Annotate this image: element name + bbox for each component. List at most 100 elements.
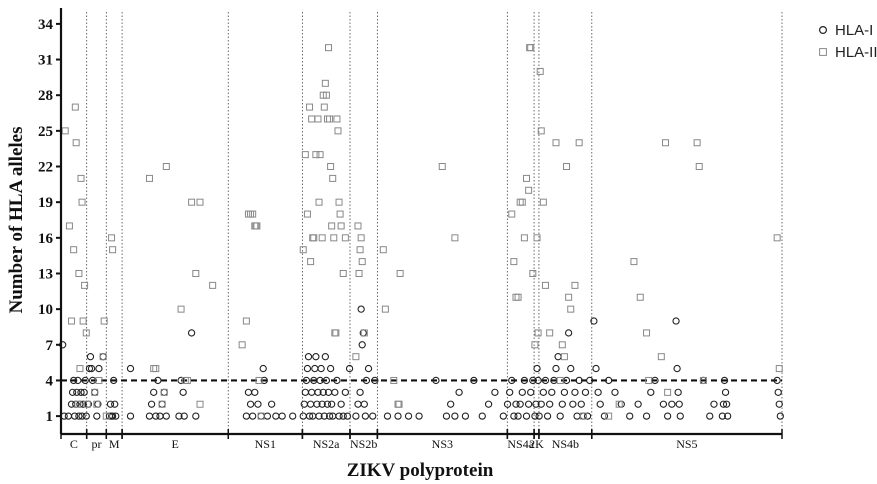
hla-i-point <box>537 400 545 408</box>
hla-i-point <box>571 388 579 396</box>
hla-i-point <box>720 376 729 385</box>
hla-ii-point <box>357 234 365 242</box>
hla-ii-point <box>109 246 117 254</box>
hla-ii-point <box>395 400 403 408</box>
hla-i-point <box>706 412 714 420</box>
hla-i-point <box>242 412 251 420</box>
hla-ii-point <box>352 353 360 361</box>
hla-i-point <box>126 412 135 420</box>
hla-i-point <box>518 388 526 396</box>
hla-i-point <box>175 412 183 420</box>
hla-ii-point <box>695 163 703 171</box>
hla-i-point <box>152 412 160 420</box>
hla-i-point <box>647 388 655 396</box>
hla-ii-point <box>605 412 613 420</box>
data-points <box>59 44 784 420</box>
hla-i-point <box>299 412 307 420</box>
hla-i-point <box>491 388 499 396</box>
y-tick-label: 22 <box>38 160 53 176</box>
hla-ii-point <box>301 151 309 159</box>
hla-i-point <box>383 412 392 420</box>
hla-i-point <box>773 376 781 385</box>
hla-i-point <box>80 388 88 396</box>
legend-marker-hla-ii <box>819 48 827 56</box>
hla-ii-point <box>381 305 389 313</box>
hla-ii-point <box>91 388 99 396</box>
hla-ii-point <box>327 163 335 171</box>
hla-i-point <box>541 376 550 385</box>
hla-ii-point <box>76 365 84 373</box>
hla-i-point <box>543 412 552 420</box>
hla-ii-point <box>525 186 533 194</box>
hla-ii-point <box>643 329 651 337</box>
hla-i-point <box>512 400 520 408</box>
hla-ii-point <box>552 139 560 147</box>
hla-i-point <box>499 412 507 420</box>
hla-ii-point <box>396 269 404 277</box>
hla-i-point <box>360 400 368 408</box>
hla-i-point <box>81 376 89 385</box>
hla-ii-point <box>518 198 526 206</box>
hla-i-point <box>774 388 782 396</box>
hla-ii-point <box>536 67 544 75</box>
region-label: NS2b <box>350 437 377 451</box>
hla-ii-point <box>329 174 337 182</box>
hla-i-point <box>432 376 440 385</box>
hla-ii-point <box>209 281 217 289</box>
hla-i-point <box>524 400 533 408</box>
hla-i-point <box>321 353 329 361</box>
hla-i-point <box>506 388 514 396</box>
hla-ii-point <box>579 412 587 420</box>
hla-i-point <box>246 400 255 408</box>
hla-i-point <box>333 376 341 385</box>
hla-i-point <box>508 376 516 385</box>
hla-ii-point <box>196 400 204 408</box>
hla-ii-point <box>78 198 86 206</box>
hla-ii-point <box>247 210 255 218</box>
hla-ii-point <box>316 151 324 159</box>
hla-i-point <box>79 400 87 408</box>
hla-ii-point <box>77 174 85 182</box>
hla-i-point <box>339 412 347 420</box>
hla-ii-point <box>325 44 333 52</box>
hla-i-point <box>719 400 728 408</box>
hla-ii-point <box>546 329 554 337</box>
hla-ii-point <box>102 412 110 420</box>
hla-ii-point <box>249 210 257 218</box>
hla-i-point <box>111 400 119 408</box>
hla-i-point <box>710 400 718 408</box>
hla-i-point <box>369 412 377 420</box>
hla-ii-point <box>177 305 185 313</box>
hla-i-point <box>581 388 590 396</box>
y-tick-label: 28 <box>38 88 53 104</box>
hla-ii-point <box>330 234 338 242</box>
hla-ii-point <box>150 365 158 373</box>
hla-i-point <box>634 400 642 408</box>
hla-ii-point <box>534 329 542 337</box>
hla-i-point <box>249 412 257 420</box>
hla-ii-point <box>537 127 545 135</box>
hla-i-point <box>522 412 531 420</box>
hla-i-point <box>302 376 311 385</box>
hla-ii-point <box>558 341 566 349</box>
hla-ii-point <box>512 293 520 301</box>
hla-i-point <box>69 376 78 385</box>
hla-ii-point <box>336 210 344 218</box>
legend-marker-hla-i <box>818 26 827 35</box>
region-label: C <box>70 437 78 451</box>
hla-ii-point <box>83 400 91 408</box>
hla-i-point <box>558 400 566 408</box>
hla-ii-point <box>145 174 153 182</box>
y-tick-label: 19 <box>38 195 53 211</box>
region-label: NS2a <box>313 437 340 451</box>
hla-i-point <box>675 400 683 408</box>
hla-ii-point <box>306 103 314 111</box>
hla-i-point <box>318 400 326 408</box>
hla-i-point <box>663 412 672 420</box>
y-tick-label: 31 <box>38 53 53 69</box>
hla-i-point <box>259 364 267 373</box>
hla-i-point <box>617 400 625 408</box>
hla-i-point <box>596 400 604 408</box>
hla-ii-point <box>567 305 575 313</box>
